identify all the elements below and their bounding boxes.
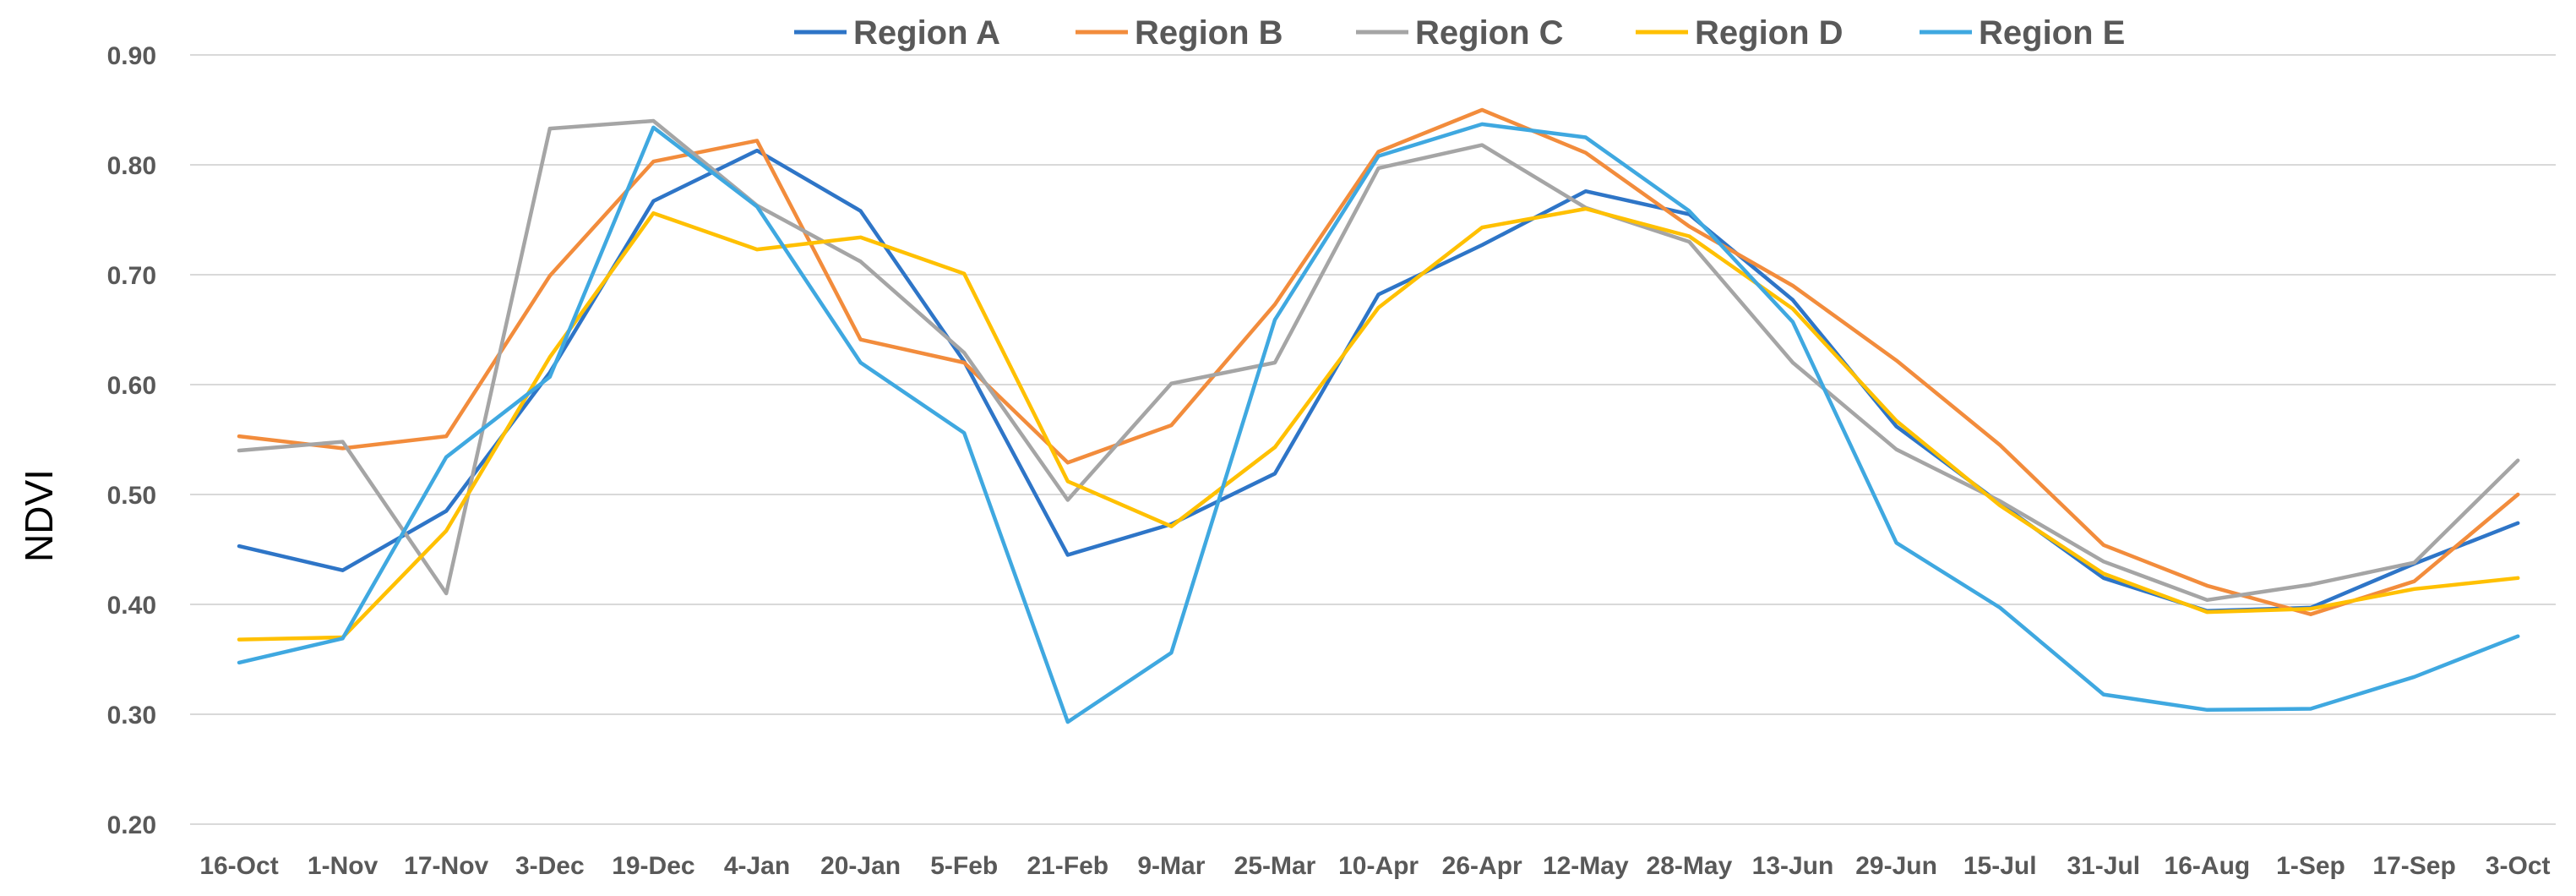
x-tick-label: 3-Oct [2486, 852, 2551, 880]
series-lines [237, 107, 2520, 724]
series-line-region-a [237, 148, 2520, 614]
x-tick-label: 26-Apr [1442, 852, 1522, 880]
y-tick-label: 0.60 [107, 372, 156, 400]
series-line-region-d [237, 206, 2520, 642]
legend-label-region-d: Region D [1695, 14, 1844, 52]
x-tick-label: 10-Apr [1338, 852, 1419, 880]
x-tick-label: 31-Jul [2067, 852, 2140, 880]
x-tick-label: 1-Sep [2276, 852, 2345, 880]
x-tick-label: 15-Jul [1963, 852, 2037, 880]
legend-label-region-a: Region A [853, 14, 1000, 52]
gridlines [190, 54, 2556, 825]
y-tick-label: 0.30 [107, 702, 156, 729]
series-line-region-c [237, 118, 2520, 603]
x-tick-label: 19-Dec [612, 852, 694, 880]
x-tick-label: 9-Mar [1137, 852, 1205, 880]
y-tick-label: 0.80 [107, 152, 156, 180]
x-tick-label: 20-Jan [820, 852, 901, 880]
legend: Region A Region B Region C Region D Region E [794, 14, 2125, 52]
legend-label-region-b: Region B [1135, 14, 1283, 52]
x-tick-label: 5-Feb [930, 852, 998, 880]
y-axis-label: NDVI [17, 469, 61, 562]
x-tick-label: 3-Dec [515, 852, 585, 880]
x-tick-label: 4-Jan [724, 852, 790, 880]
x-tick-label: 16-Oct [199, 852, 278, 880]
legend-label-region-c: Region C [1415, 14, 1564, 52]
legend-label-region-e: Region E [1979, 14, 2125, 52]
x-tick-label: 13-Jun [1752, 852, 1834, 880]
x-tick-label: 16-Aug [2165, 852, 2251, 880]
y-tick-label: 0.50 [107, 482, 156, 510]
series-line-region-e [237, 122, 2520, 724]
y-tick-label: 0.40 [107, 592, 156, 620]
x-tick-label: 17-Nov [404, 852, 488, 880]
y-tick-label: 0.20 [107, 811, 156, 839]
x-tick-label: 1-Nov [308, 852, 379, 880]
series-line-region-b [237, 107, 2520, 616]
x-tick-label: 21-Feb [1027, 852, 1108, 880]
x-tick-label: 25-Mar [1234, 852, 1316, 880]
x-axis-ticks: 16-Oct 1-Nov 17-Nov 3-Dec 19-Dec 4-Jan 20-Jan 5… [199, 852, 2550, 880]
y-axis-ticks: 0.20 0.30 0.40 0.50 0.60 0.70 0.80 0.90 [107, 42, 156, 839]
x-tick-label: 17-Sep [2372, 852, 2455, 880]
y-tick-label: 0.70 [107, 262, 156, 290]
y-tick-label: 0.90 [107, 42, 156, 70]
x-tick-label: 28-May [1647, 852, 1733, 880]
x-tick-label: 12-May [1543, 852, 1629, 880]
x-tick-label: 29-Jun [1855, 852, 1937, 880]
